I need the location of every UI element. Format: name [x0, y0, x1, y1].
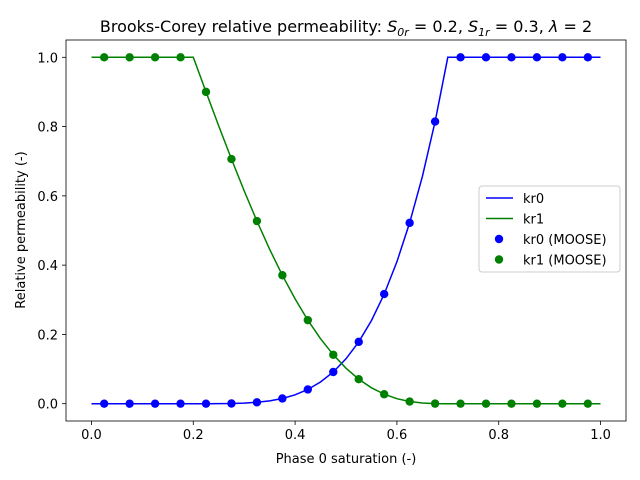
series-line-kr0: [91, 56, 601, 405]
y-tick-label: 0.2: [37, 328, 58, 343]
title-math-value: = 0.2,: [409, 17, 468, 36]
data-point-kr1-MOOSE: [125, 53, 134, 62]
y-tick-label: 0.6: [37, 190, 58, 205]
legend-label: kr1 (MOOSE): [523, 254, 607, 269]
plot-frame: [65, 39, 627, 422]
x-tick-label: 1.0: [590, 428, 611, 443]
data-point-kr0-MOOSE: [456, 53, 465, 62]
legend: kr0 kr1 kr0 (MOOSE) kr1 (MOOSE): [478, 185, 621, 273]
legend-label: kr0: [523, 192, 544, 207]
data-point-kr0-MOOSE: [150, 399, 160, 408]
title-math-symbol: S: [387, 17, 397, 36]
data-point-kr0-MOOSE: [532, 53, 542, 62]
legend-box: [478, 185, 621, 273]
data-point-kr1-MOOSE: [532, 399, 542, 408]
data-point-kr1-MOOSE: [507, 399, 516, 408]
data-point-kr1-MOOSE: [379, 390, 389, 399]
series-group: [91, 53, 601, 408]
data-point-kr0-MOOSE: [379, 289, 389, 299]
legend-label: kr1: [523, 213, 544, 228]
y-tick-label: 0.4: [37, 259, 58, 274]
x-tick-label: 0.8: [488, 428, 509, 443]
data-point-kr0-MOOSE: [329, 367, 338, 377]
data-point-kr1-MOOSE: [481, 399, 491, 408]
data-point-kr0-MOOSE: [583, 53, 593, 62]
data-point-kr1-MOOSE: [329, 350, 338, 359]
title-math-subscript: 0r: [397, 26, 410, 39]
data-point-kr1-MOOSE: [456, 399, 465, 408]
data-point-kr0-MOOSE: [481, 53, 491, 62]
data-point-kr1-MOOSE: [405, 397, 414, 406]
data-point-kr0-MOOSE: [252, 398, 262, 407]
data-point-kr1-MOOSE: [278, 271, 287, 280]
data-point-kr0-MOOSE: [430, 117, 440, 126]
title-math-value: = 2: [558, 17, 592, 36]
data-point-kr1-MOOSE: [252, 216, 262, 226]
y-axis-label: Relative permeability (-): [14, 151, 29, 308]
y-tick-label: 0.8: [37, 121, 58, 136]
data-point-kr0-MOOSE: [405, 218, 414, 228]
data-point-kr1-MOOSE: [558, 399, 567, 408]
data-point-kr1-MOOSE: [430, 399, 440, 408]
data-point-kr1-MOOSE: [227, 154, 236, 164]
x-axis: 0.0 0.2 0.4 0.6 0.8 1.0: [81, 421, 611, 443]
x-tick-label: 0.2: [183, 428, 204, 443]
x-tick-label: 0.6: [387, 428, 408, 443]
title-math-subscript: 1r: [478, 26, 491, 39]
y-axis: 0.0 0.2 0.4 0.6 0.8 1.0: [37, 51, 66, 413]
data-point-kr0-MOOSE: [176, 399, 185, 408]
data-point-kr1-MOOSE: [583, 399, 593, 408]
legend-label: kr0 (MOOSE): [523, 233, 607, 248]
legend-marker-swatch: [494, 255, 504, 264]
x-axis-label: Phase 0 saturation (-): [276, 452, 417, 467]
title-math-value: = 0.3,: [490, 17, 549, 36]
data-point-kr1-MOOSE: [201, 87, 211, 97]
chart-title: Brooks-Corey relative permeability: S0r …: [100, 17, 592, 39]
data-point-kr0-MOOSE: [227, 399, 236, 408]
data-point-kr0-MOOSE: [354, 337, 363, 347]
x-tick-label: 0.0: [81, 428, 102, 443]
legend-marker-swatch: [494, 234, 504, 244]
series-line-kr1: [91, 56, 601, 405]
data-point-kr1-MOOSE: [354, 374, 363, 384]
title-text: Brooks-Corey relative permeability:: [100, 17, 387, 36]
data-point-kr0-MOOSE: [201, 399, 211, 408]
data-point-kr1-MOOSE: [99, 53, 109, 62]
title-math-symbol: S: [468, 17, 478, 36]
data-point-kr0-MOOSE: [125, 399, 134, 408]
data-point-kr1-MOOSE: [176, 53, 185, 62]
y-tick-label: 0.0: [37, 398, 58, 413]
data-point-kr0-MOOSE: [303, 385, 313, 394]
data-point-kr1-MOOSE: [150, 53, 160, 62]
data-point-kr0-MOOSE: [99, 399, 109, 408]
data-point-kr0-MOOSE: [558, 53, 567, 62]
y-tick-label: 1.0: [37, 51, 58, 66]
data-point-kr0-MOOSE: [278, 394, 287, 403]
data-point-kr0-MOOSE: [507, 53, 516, 62]
data-point-kr1-MOOSE: [303, 315, 313, 325]
x-tick-label: 0.4: [285, 428, 306, 443]
title-math-symbol: λ: [548, 17, 558, 36]
